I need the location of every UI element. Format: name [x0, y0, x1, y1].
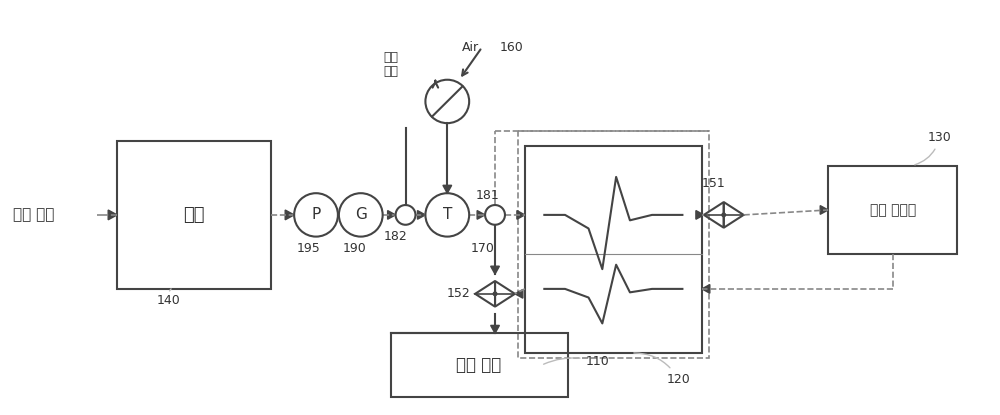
- Text: 보조: 보조: [383, 51, 398, 64]
- Text: 140: 140: [157, 289, 181, 307]
- Text: 160: 160: [500, 41, 524, 54]
- Text: 181: 181: [475, 189, 499, 202]
- Polygon shape: [285, 210, 294, 220]
- Text: 기수 분리기: 기수 분리기: [870, 203, 916, 217]
- Polygon shape: [491, 325, 499, 333]
- Text: 190: 190: [343, 242, 367, 254]
- Polygon shape: [702, 285, 710, 293]
- Polygon shape: [477, 210, 485, 219]
- Polygon shape: [820, 205, 828, 214]
- Text: G: G: [355, 208, 367, 222]
- Polygon shape: [388, 210, 396, 219]
- Text: Air: Air: [462, 41, 479, 54]
- Circle shape: [721, 212, 726, 217]
- Polygon shape: [417, 210, 425, 219]
- Polygon shape: [696, 210, 704, 219]
- Polygon shape: [491, 266, 499, 274]
- Text: 195: 195: [296, 242, 320, 254]
- Text: T: T: [443, 208, 452, 222]
- Text: P: P: [311, 208, 321, 222]
- Text: 130: 130: [915, 131, 951, 165]
- Text: 120: 120: [634, 353, 690, 386]
- Text: 연료 전지: 연료 전지: [456, 356, 502, 374]
- Text: 170: 170: [471, 242, 495, 254]
- Polygon shape: [515, 290, 523, 298]
- Text: 추가 전기: 추가 전기: [13, 208, 54, 222]
- Polygon shape: [108, 210, 117, 220]
- Text: 엔진: 엔진: [183, 206, 205, 224]
- Polygon shape: [443, 186, 452, 193]
- Text: 151: 151: [702, 177, 726, 190]
- Text: 182: 182: [384, 229, 407, 243]
- Text: 152: 152: [446, 287, 470, 300]
- Text: 110: 110: [544, 355, 609, 369]
- Circle shape: [493, 291, 498, 296]
- Text: 연료: 연료: [383, 65, 398, 78]
- Polygon shape: [517, 210, 525, 219]
